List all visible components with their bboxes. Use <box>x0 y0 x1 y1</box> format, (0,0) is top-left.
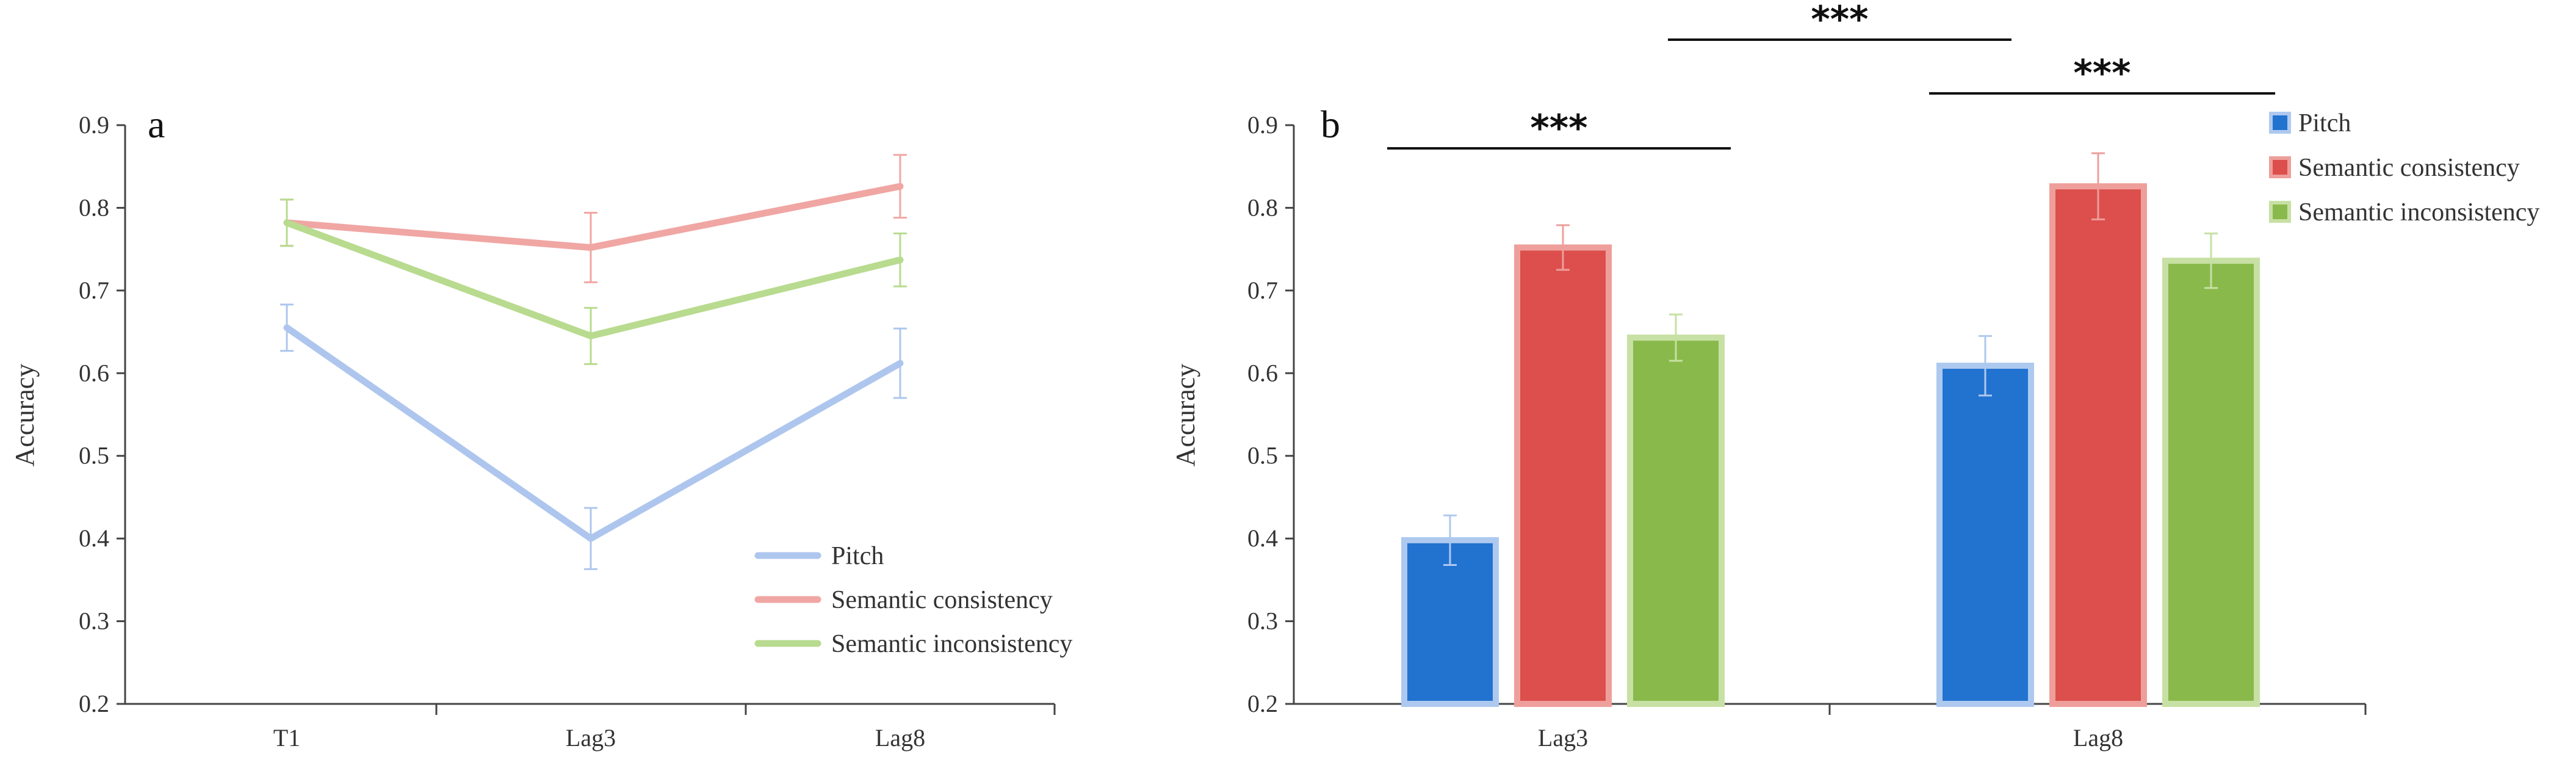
panel-b-x-ticks: Lag3 Lag8 <box>1538 724 2123 752</box>
panel-a-legend-label: Semantic consistency <box>831 586 1053 614</box>
panel-b-letter: b <box>1321 103 1340 146</box>
panel-b-y-ticks: 0.2 0.3 0.4 0.5 0.6 0.7 0.8 0.9 <box>1247 111 1294 717</box>
panel-a-y-tick-label: 0.7 <box>79 277 109 304</box>
panel-b-bar-chart: b Accuracy 0.2 0.3 0.4 0.5 0.6 0.7 0.8 0.9 Lag3… <box>1171 0 2539 752</box>
panel-b-y-axis-title: Accuracy <box>1171 364 1200 467</box>
panel-b-y-tick-label: 0.9 <box>1247 111 1278 139</box>
panel-a-y-tick-label: 0.2 <box>79 690 109 717</box>
panel-b-significance-label: *** <box>2073 52 2130 95</box>
panel-b-x-tick-label: Lag8 <box>2073 724 2123 752</box>
panel-b-y-tick-label: 0.2 <box>1247 690 1278 717</box>
panel-a-series-line <box>283 219 904 339</box>
panel-b-x-tick-label: Lag3 <box>1538 724 1588 752</box>
panel-b-bar <box>2162 258 2260 707</box>
panel-a-legend-label: Semantic inconsistency <box>831 630 1072 658</box>
panel-a-x-tick-label: Lag8 <box>875 724 925 752</box>
panel-a-y-ticks: 0.2 0.3 0.4 0.5 0.6 0.7 0.8 0.9 <box>79 111 125 717</box>
panel-b-y-tick-label: 0.4 <box>1247 524 1278 552</box>
panel-a-series <box>280 154 907 570</box>
panel-b-bar <box>1401 537 1499 707</box>
panel-b-significance-label: *** <box>1530 107 1587 150</box>
panel-b-bar <box>2049 183 2147 707</box>
panel-b-y-tick-label: 0.5 <box>1247 442 1278 469</box>
panel-a-y-axis-title: Accuracy <box>10 364 40 467</box>
panel-b-y-tick-label: 0.7 <box>1247 277 1278 304</box>
panel-b-bar <box>1936 363 2034 707</box>
panel-a-y-tick-label: 0.3 <box>79 607 109 635</box>
panel-b-legend-swatch <box>2269 156 2291 178</box>
panel-b-significance-label: *** <box>1811 0 1868 41</box>
panel-a-axes <box>124 125 1056 715</box>
panel-b-error-bar <box>1979 335 1992 397</box>
panel-b-y-tick-label: 0.8 <box>1247 194 1278 221</box>
panel-a-letter: a <box>148 103 165 146</box>
panel-a-y-tick-label: 0.9 <box>79 111 109 139</box>
panel-b-legend: Pitch Semantic consistency Semantic incons… <box>2269 109 2539 226</box>
panel-a-y-tick-label: 0.5 <box>79 442 109 469</box>
panel-b-legend-label: Semantic consistency <box>2298 154 2520 182</box>
panel-a-line-chart: a Accuracy 0.2 0.3 0.4 0.5 0.6 0.7 0.8 0.9 T1 La… <box>10 103 1072 752</box>
panel-b-y-tick-label: 0.6 <box>1247 359 1278 386</box>
panel-a-y-tick-label: 0.6 <box>79 359 109 386</box>
panel-b-error-bar <box>2204 232 2218 289</box>
panel-a-x-ticks: T1 Lag3 Lag8 <box>273 724 925 752</box>
panel-b-bars <box>1401 152 2260 708</box>
panel-b-legend-label: Pitch <box>2298 109 2351 137</box>
panel-b-significance: *** *** *** <box>1387 0 2275 150</box>
panel-a-legend-label: Pitch <box>831 542 884 570</box>
panel-b-error-bar <box>2091 152 2105 220</box>
panel-b-error-bar <box>1443 514 1457 566</box>
panel-b-y-tick-label: 0.3 <box>1247 607 1278 635</box>
panel-a-y-tick-label: 0.8 <box>79 194 109 221</box>
panel-a-series-line <box>283 324 904 542</box>
panel-b-legend-swatch <box>2269 112 2291 134</box>
panel-b-legend-label: Semantic inconsistency <box>2298 198 2539 226</box>
panel-b-bar <box>1514 244 1612 708</box>
panel-a-x-tick-label: T1 <box>273 724 300 752</box>
panel-a-legend: Pitch Semantic consistency Semantic incons… <box>754 542 1072 658</box>
panel-a-y-tick-label: 0.4 <box>79 524 109 552</box>
panel-b-bar <box>1627 335 1725 707</box>
panel-b-error-bar <box>1556 224 1570 271</box>
panel-a-series-line <box>283 183 904 251</box>
panel-b-legend-swatch <box>2269 201 2291 223</box>
panel-a-x-tick-label: Lag3 <box>566 724 616 752</box>
panel-b-error-bar <box>1669 313 1683 362</box>
